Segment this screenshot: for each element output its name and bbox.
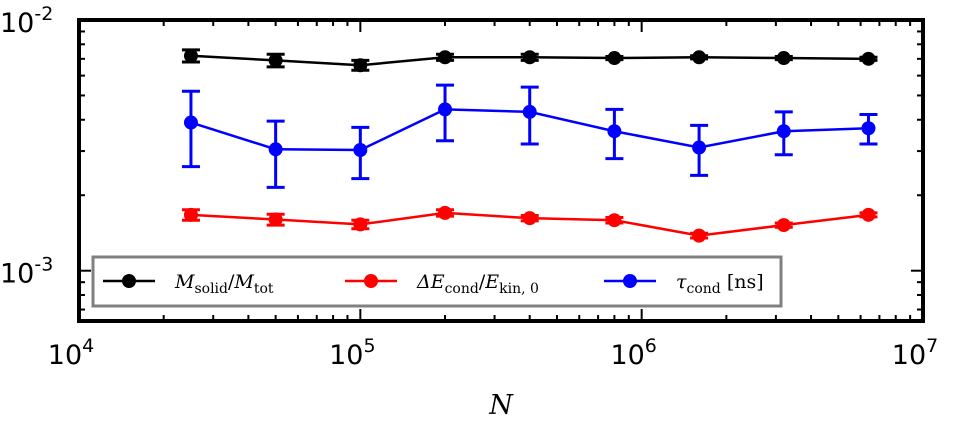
series-layer (181, 48, 878, 243)
x-tick-label: 106 (610, 335, 656, 371)
data-point (522, 50, 537, 65)
y-tick-label: 10-3 (0, 254, 53, 290)
y-tick-label: 10-2 (0, 3, 53, 39)
data-point (438, 205, 453, 220)
data-point (776, 51, 791, 66)
data-point (438, 50, 453, 65)
data-point (268, 142, 283, 157)
data-point (353, 217, 368, 232)
legend-label: ΔEcond/Ekin, 0 (416, 271, 539, 297)
series-0 (181, 48, 878, 73)
x-tick-label: 107 (892, 335, 938, 371)
legend-marker (122, 274, 136, 288)
legend-marker (364, 274, 378, 288)
data-point (607, 124, 622, 139)
data-point (522, 211, 537, 226)
data-point (353, 143, 368, 158)
series-1 (181, 205, 878, 243)
data-point (607, 51, 622, 66)
data-point (438, 102, 453, 117)
legend-box (91, 255, 783, 308)
x-tick-label: 105 (329, 335, 375, 371)
data-point (183, 115, 198, 130)
data-point (607, 213, 622, 228)
legend-entry-2: τcond [ns] (604, 271, 764, 297)
legend-label: Msolid/Mtot (174, 271, 274, 297)
data-point (776, 218, 791, 233)
data-point (522, 104, 537, 119)
plot-frame (77, 18, 925, 323)
series-2 (181, 83, 878, 189)
data-point (183, 48, 198, 63)
x-tick-label: 104 (48, 335, 94, 371)
legend-entry-0: Msolid/Mtot (103, 271, 274, 297)
x-axis-label: N (488, 390, 514, 421)
data-point (268, 212, 283, 227)
data-point (861, 207, 876, 222)
legend: Msolid/Mtot ΔEcond/Ekin, 0 τcond [ns] (91, 255, 783, 308)
tick-labels: 104 105 106 107 10-3 10-2 (0, 3, 938, 371)
data-point (776, 124, 791, 139)
legend-entry-1: ΔEcond/Ekin, 0 (345, 271, 539, 297)
legend-marker (623, 274, 637, 288)
data-point (692, 50, 707, 65)
data-point (861, 121, 876, 136)
legend-label: τcond [ns] (676, 271, 764, 297)
data-point (861, 51, 876, 66)
data-point (268, 53, 283, 68)
data-point (692, 140, 707, 155)
data-point (183, 207, 198, 222)
data-point (692, 228, 707, 243)
data-point (353, 58, 368, 73)
